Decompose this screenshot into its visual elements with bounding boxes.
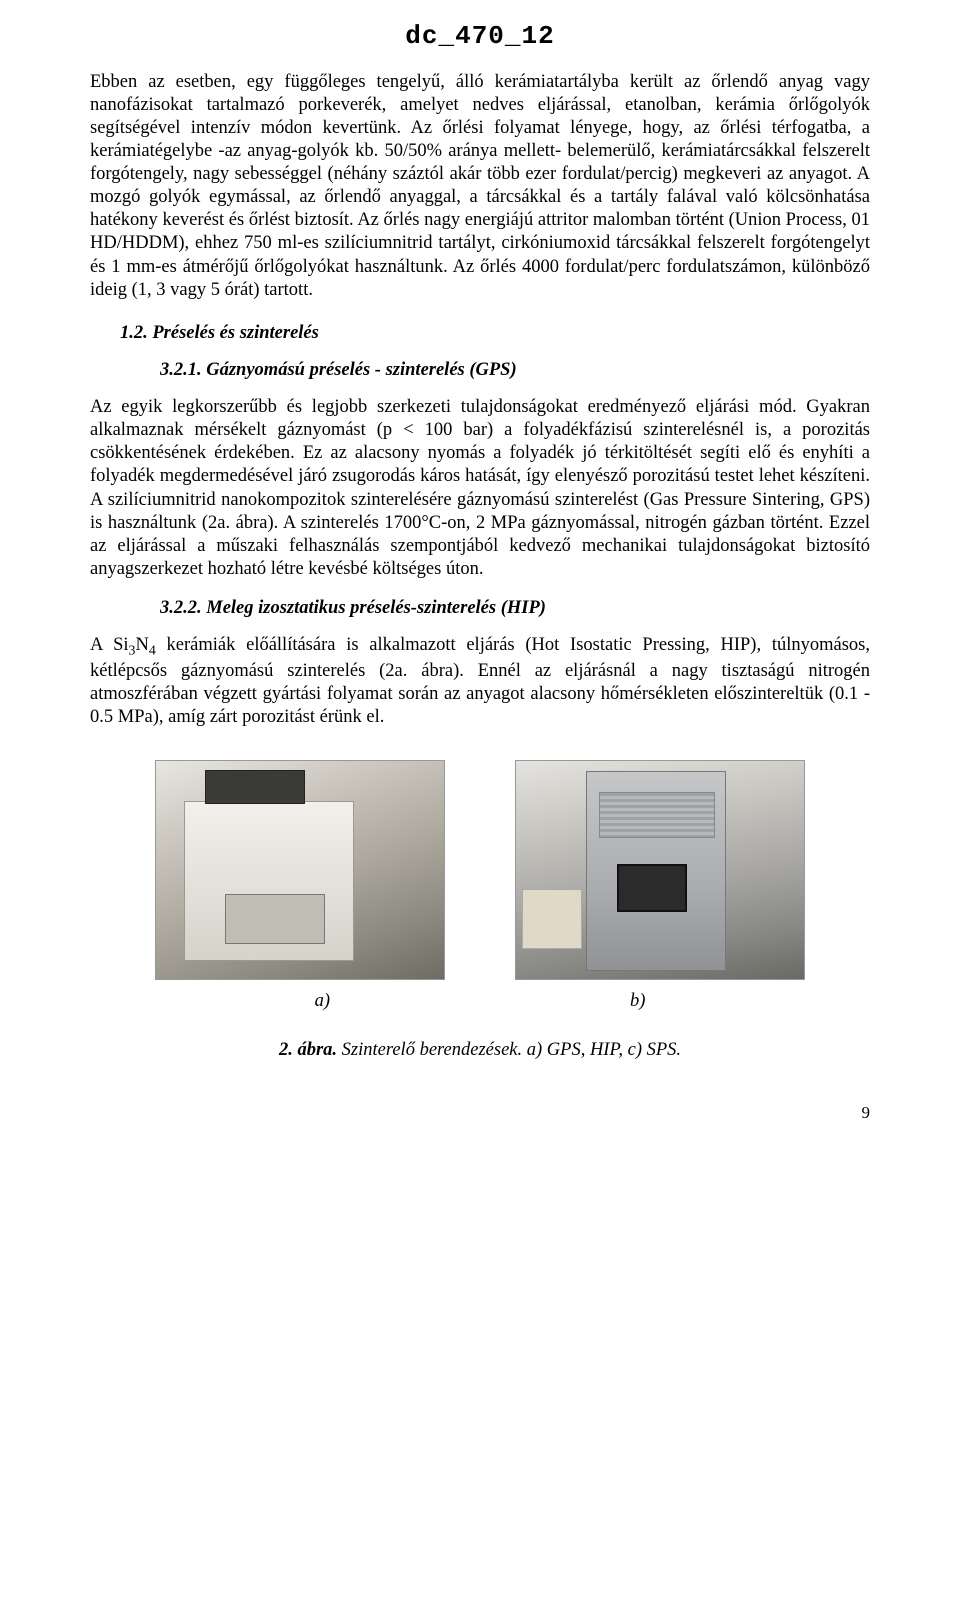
subsection-heading-3-2-2: 3.2.2. Meleg izosztatikus préselés-szint… [160,597,870,620]
machine-a-body [184,801,354,961]
paragraph-hip: A Si3N4 kerámiák előállítására is alkalm… [90,634,870,729]
figures-row [90,760,870,980]
p3-sub-2: 4 [149,644,156,659]
machine-b-desk [522,889,582,949]
figure-label-a: a) [315,990,330,1013]
machine-a-panel [225,894,325,944]
figure-caption-text: Szinterelő berendezések. a) GPS, HIP, c)… [342,1040,681,1060]
paragraph-intro: Ebben az esetben, egy függőleges tengely… [90,71,870,302]
figure-labels-row: a) b) [90,990,870,1013]
p3-text-a: A Si [90,635,129,655]
p3-text-b: N [135,635,148,655]
machine-a-top [205,770,305,804]
section-heading-1-2: 1.2. Préselés és szinterelés [120,322,870,345]
subsection-heading-3-2-1: 3.2.1. Gáznyomású préselés - szinterelés… [160,359,870,382]
figure-caption-lead: ábra. [297,1040,337,1060]
machine-b-screen [617,864,687,912]
machine-b-vents [599,792,715,838]
paragraph-gps: Az egyik legkorszerűbb és legjobb szerke… [90,396,870,581]
figure-a-photo [155,760,445,980]
figure-caption-num: 2. [279,1040,293,1060]
doc-id-header: dc_470_12 [90,20,870,53]
figure-b-photo [515,760,805,980]
figure-label-b: b) [630,990,645,1013]
p3-text-c: kerámiák előállítására is alkalmazott el… [90,635,870,727]
figure-caption: 2. ábra. Szinterelő berendezések. a) GPS… [90,1039,870,1062]
machine-b-body [586,771,726,971]
page-number: 9 [90,1102,870,1123]
